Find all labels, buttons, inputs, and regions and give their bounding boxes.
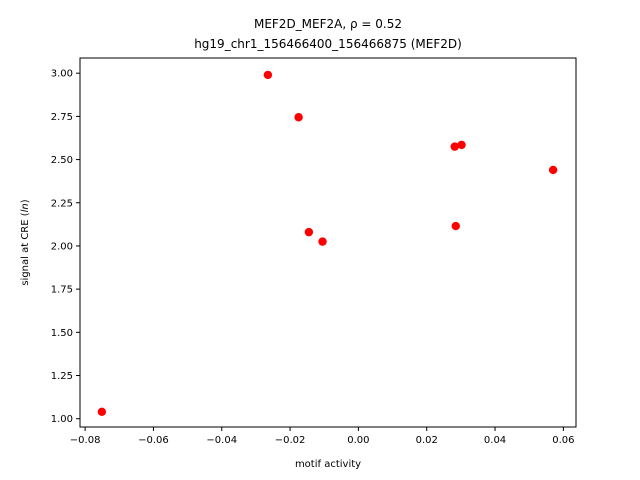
y-axis-label-suffix: ) xyxy=(20,199,31,203)
y-tick-label: 2.00 xyxy=(51,241,73,252)
y-tick-label: 2.75 xyxy=(51,112,73,123)
scatter-point xyxy=(451,221,460,231)
plot-area xyxy=(97,70,558,416)
x-axis: −0.08 −0.06 −0.04 −0.02 0.00 0.02 0.04 0.06 xyxy=(70,427,574,446)
x-tick-label: −0.02 xyxy=(275,435,306,446)
x-tick-label: −0.08 xyxy=(70,435,101,446)
x-tick-label: 0.04 xyxy=(484,435,506,446)
x-tick-label: −0.04 xyxy=(206,435,237,446)
scatter-point xyxy=(548,165,558,175)
y-axis-label: signal at CRE (ln) xyxy=(20,199,31,285)
plot-frame xyxy=(79,57,577,428)
y-tick-label: 2.25 xyxy=(51,198,73,209)
scatter-point xyxy=(263,70,273,80)
x-tick-label: 0.00 xyxy=(347,435,369,446)
chart-title-line1: MEF2D_MEF2A, ρ = 0.52 xyxy=(254,17,402,31)
scatter-point xyxy=(457,140,466,150)
y-tick-label: 1.50 xyxy=(51,328,73,339)
x-tick-label: 0.02 xyxy=(416,435,438,446)
x-tick-label: 0.06 xyxy=(552,435,574,446)
scatter-point xyxy=(318,237,327,246)
scatter-point xyxy=(304,227,314,237)
chart-title-line2: hg19_chr1_156466400_156466875 (MEF2D) xyxy=(194,37,462,51)
y-tick-label: 2.50 xyxy=(51,155,73,166)
y-tick-label: 3.00 xyxy=(51,69,73,80)
y-axis: 1.00 1.25 1.50 1.75 2.00 2.25 2.50 2.75 3.00 xyxy=(51,69,80,425)
x-tick-label: −0.06 xyxy=(138,435,169,446)
y-tick-label: 1.00 xyxy=(51,414,73,425)
x-axis-label: motif activity xyxy=(295,459,361,470)
y-axis-label-italic: ln xyxy=(20,203,31,212)
y-tick-label: 1.25 xyxy=(51,371,73,382)
scatter-point xyxy=(97,407,107,416)
y-tick-label: 1.75 xyxy=(51,285,73,296)
scatter-point xyxy=(294,113,303,122)
scatter-point xyxy=(450,142,459,151)
y-axis-label-prefix: signal at CRE ( xyxy=(20,212,31,285)
